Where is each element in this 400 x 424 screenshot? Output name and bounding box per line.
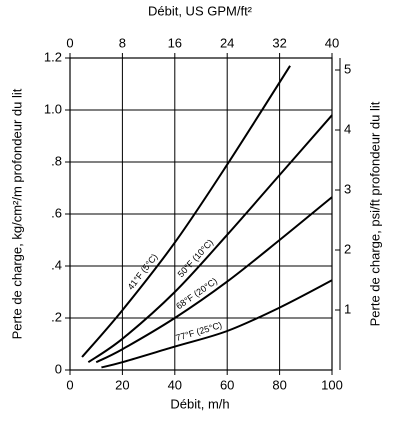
x-tick-label: 0 bbox=[66, 377, 73, 392]
y2-tick-label: 2 bbox=[344, 241, 351, 256]
y-tick-label: .6 bbox=[51, 205, 62, 220]
x-tick-label: 40 bbox=[168, 377, 182, 392]
y2-tick-label: 1 bbox=[344, 301, 351, 316]
x2-tick-label: 16 bbox=[168, 35, 182, 50]
x2-tick-label: 40 bbox=[325, 35, 339, 50]
y-tick-label: .2 bbox=[51, 309, 62, 324]
y-axis-title: Perte de charge, kg/cm²/m profondeur du … bbox=[9, 88, 24, 339]
y2-tick-label: 4 bbox=[344, 121, 351, 136]
x2-tick-label: 0 bbox=[66, 35, 73, 50]
x-tick-label: 20 bbox=[115, 377, 129, 392]
x2-axis-title: Débit, US GPM/ft² bbox=[148, 3, 253, 18]
curve bbox=[95, 196, 333, 364]
y-tick-label: .8 bbox=[51, 153, 62, 168]
y2-tick-label: 3 bbox=[344, 181, 351, 196]
x2-tick-label: 24 bbox=[220, 35, 234, 50]
y-tick-label: 0 bbox=[55, 361, 62, 376]
x-tick-label: 60 bbox=[220, 377, 234, 392]
y-tick-label: 1.0 bbox=[44, 101, 62, 116]
curve bbox=[101, 279, 333, 369]
y2-axis-title: Perte de charge, psi/ft profondeur du li… bbox=[367, 101, 382, 326]
y-tick-label: .4 bbox=[51, 257, 62, 272]
x-axis-title: Débit, m/h bbox=[170, 396, 229, 411]
curve-label: 50°F (10°C) bbox=[176, 237, 216, 279]
y2-tick-label: 5 bbox=[344, 61, 351, 76]
y-tick-label: 1.2 bbox=[44, 49, 62, 64]
curve bbox=[87, 114, 333, 364]
x-tick-label: 80 bbox=[272, 377, 286, 392]
curve bbox=[81, 65, 291, 358]
x-tick-label: 100 bbox=[321, 377, 343, 392]
x2-tick-label: 32 bbox=[272, 35, 286, 50]
x2-tick-label: 8 bbox=[119, 35, 126, 50]
